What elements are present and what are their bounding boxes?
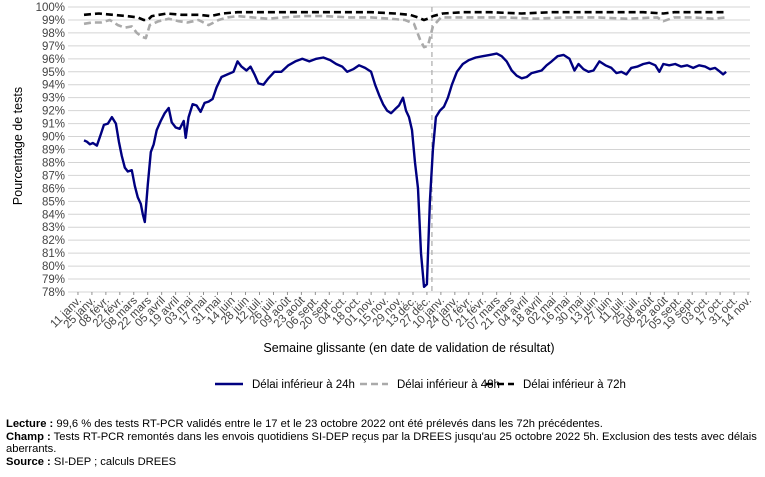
note-lecture-label: Lecture : [6,418,54,430]
y-tick-label: 95% [42,67,65,79]
note-champ: Champ : Tests RT-PCR remontés dans les e… [6,431,758,456]
y-tick-label: 86% [42,183,65,195]
y-tick-label: 97% [42,41,65,53]
y-tick-label: 87% [42,170,65,182]
note-lecture: Lecture : 99,6 % des tests RT-PCR validé… [6,418,758,431]
legend-label: Délai inférieur à 48h [397,379,500,391]
y-tick-label: 85% [42,196,65,208]
y-tick-label: 80% [42,261,65,273]
grid-lines [68,6,750,293]
y-tick-label: 83% [42,222,65,234]
y-tick-label: 90% [42,132,65,144]
y-tick-label: 100% [36,2,65,14]
series-line-24h [83,52,727,288]
note-source-text: SI-DEP ; calculs DREES [50,455,177,468]
y-tick-label: 91% [42,119,65,131]
legend-label: Délai inférieur à 24h [252,379,355,391]
y-tick-label: 92% [42,106,65,118]
y-tick-label: 96% [42,54,65,66]
y-tick-label: 88% [42,157,65,169]
note-source-label: Source : [6,455,51,468]
y-axis: 78%79%80%81%82%83%84%85%86%87%88%89%90%9… [36,2,65,299]
note-source: Source : SI-DEP ; calculs DREES [6,456,758,469]
y-tick-label: 93% [42,93,65,105]
legend: Délai inférieur à 24h Délai inférieur à 4… [215,379,626,391]
legend-label: Délai inférieur à 72h [523,379,626,391]
notes: Lecture : 99,6 % des tests RT-PCR validé… [6,418,758,468]
y-tick-label: 84% [42,209,65,221]
series-line-48h [83,14,727,49]
y-tick-label: 94% [42,80,65,92]
y-tick-label: 78% [42,287,65,299]
line-chart: 78%79%80%81%82%83%84%85%86%87%88%89%90%9… [11,2,754,391]
y-tick-label: 81% [42,248,65,260]
note-lecture-text: 99,6 % des tests RT-PCR validés entre le… [53,418,603,430]
y-tick-label: 79% [42,274,65,286]
series-line-72h [83,10,727,22]
y-tick-label: 99% [42,15,65,27]
x-axis-title: Semaine glissante (en date de validation… [263,341,554,355]
x-axis: 11 janv.25 janv.08 févr.22 févr.08 mars2… [48,292,754,332]
series-lines [83,10,727,288]
note-champ-label: Champ : [6,430,51,443]
y-axis-title: Pourcentage de tests [11,87,25,205]
y-tick-label: 89% [42,145,65,157]
y-tick-label: 82% [42,235,65,247]
note-champ-text: Tests RT-PCR remontés dans les envois qu… [6,430,757,456]
y-tick-label: 98% [42,28,65,40]
